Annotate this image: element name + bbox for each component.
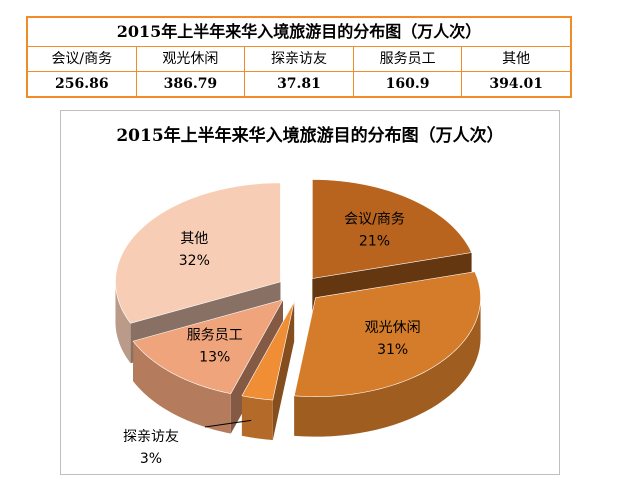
table-value-cell: 160.9 — [354, 72, 463, 96]
slice-label: 其他 — [180, 231, 208, 247]
pie-slice-top — [115, 182, 281, 324]
table-header-cell: 会议/商务 — [28, 47, 137, 71]
pie-slice-top — [132, 299, 284, 394]
table-header-cell: 其他 — [502, 51, 531, 67]
pie-slices — [115, 179, 481, 441]
pie-slice-wall — [241, 395, 273, 441]
pie-slice-wall — [115, 281, 131, 364]
slice-label: 会议/商务 — [344, 212, 405, 228]
slice-percent: 3% — [140, 451, 162, 467]
pie-slice — [293, 271, 481, 437]
pie-slice-top — [241, 301, 295, 401]
slice-percent: 21% — [359, 234, 390, 250]
slice-percent: 32% — [179, 253, 210, 269]
table-header-cell: 观光休闲 — [137, 47, 246, 71]
pie-slice — [241, 301, 295, 441]
pie-chart-container: 2015年上半年来华入境旅游目的分布图（万人次） 会议/商务 21% 观光休闲 31%… — [60, 110, 560, 475]
table-value-cell: 256.86 — [28, 72, 137, 96]
table-value-cell: 386.79 — [137, 72, 246, 96]
pie-slice-top — [293, 271, 481, 397]
table-header-cell: 服务员工 — [354, 47, 463, 71]
table-value-cell: 394.01 — [489, 76, 543, 92]
pie-slice-wall — [294, 297, 481, 437]
chart-title: 2015年上半年来华入境旅游目的分布图（万人次） — [116, 126, 504, 146]
leader-line — [204, 419, 252, 428]
table-header-row: 会议/商务 观光休闲 探亲访友 服务员工 其他 — [28, 47, 570, 72]
table-header-cell: 探亲访友 — [245, 47, 354, 71]
slice-percent: 13% — [199, 349, 230, 365]
slice-percent: 31% — [377, 342, 408, 358]
pie-chart: 会议/商务 21% 观光休闲 31% 探亲访友 3% 服务员工 13% 其他 32% — [115, 179, 481, 467]
table-value-row: 256.86 386.79 37.81 160.9 394.01 — [28, 72, 570, 96]
pie-slice-top — [312, 179, 473, 279]
slice-label: 观光休闲 — [365, 320, 421, 336]
data-table: 2015年上半年来华入境旅游目的分布图（万人次） 会议/商务 观光休闲 探亲访友… — [26, 16, 572, 98]
table-title: 2015年上半年来华入境旅游目的分布图（万人次） — [28, 18, 570, 47]
table-value-cell: 37.81 — [245, 72, 354, 96]
slice-label: 探亲访友 — [123, 429, 179, 445]
slice-label: 服务员工 — [187, 327, 243, 343]
